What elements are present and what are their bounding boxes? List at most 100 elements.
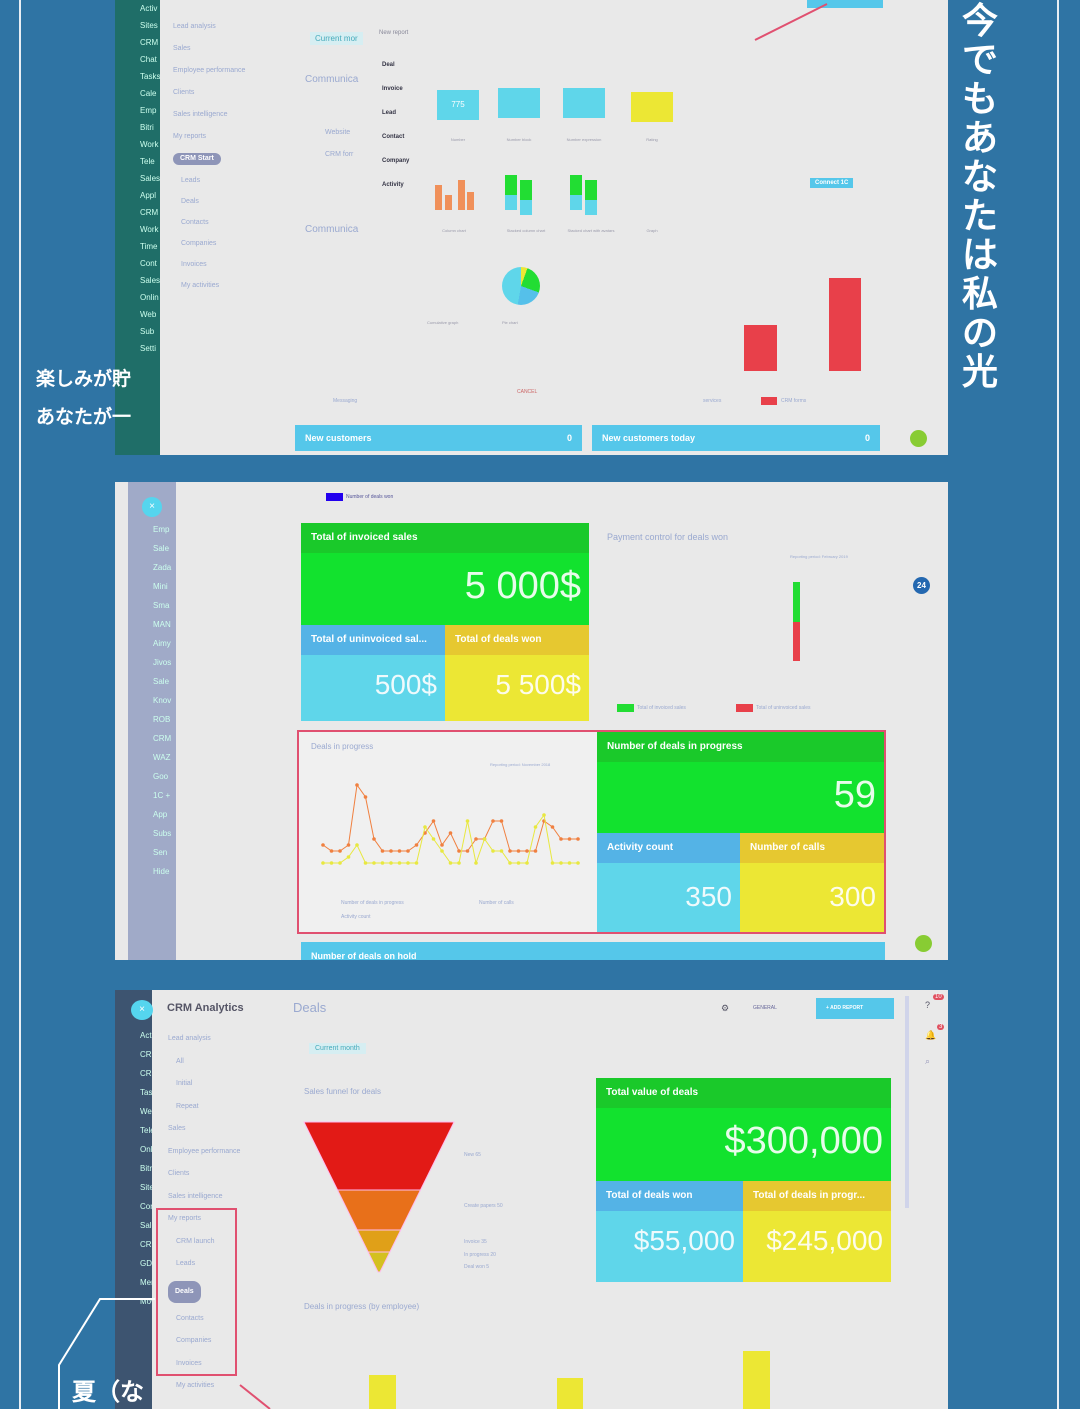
sidebar-item[interactable]: 1C +: [153, 791, 171, 800]
nav-item-active[interactable]: CRM Start: [173, 148, 245, 170]
nav-item[interactable]: Deals: [168, 1280, 201, 1303]
sidebar-item[interactable]: Bitri: [140, 123, 154, 132]
sidebar-item[interactable]: MAN: [153, 620, 171, 629]
entity-item[interactable]: Invoice: [382, 86, 403, 92]
sidebar-item[interactable]: Goo: [153, 772, 169, 781]
nav-subitem[interactable]: Companies: [181, 240, 217, 247]
sidebar-item[interactable]: CRM: [140, 208, 159, 217]
sidebar-item[interactable]: Emp: [153, 525, 170, 534]
nav-item[interactable]: Sales: [168, 1125, 186, 1132]
sidebar-item[interactable]: Cont: [140, 259, 157, 268]
sidebar-item[interactable]: Sub: [140, 327, 155, 336]
bell-icon[interactable]: 🔔: [925, 1030, 937, 1040]
sidebar-item[interactable]: CRM: [153, 734, 172, 743]
sidebar-item[interactable]: Mini: [153, 582, 168, 591]
nav-item[interactable]: Sales: [173, 45, 191, 52]
nav-subitem[interactable]: Deals: [181, 198, 199, 205]
sidebar-item[interactable]: Sites: [140, 1183, 152, 1192]
new-customers-tile[interactable]: New customers 0: [295, 425, 582, 451]
entity-item[interactable]: Company: [382, 158, 410, 164]
sidebar-item[interactable]: Mov: [140, 1297, 152, 1306]
sidebar-item[interactable]: Hide: [153, 867, 170, 876]
sidebar-item[interactable]: Work: [140, 225, 159, 234]
uninvoiced-sales-tile[interactable]: Total of uninvoiced sal... 500$: [301, 625, 445, 721]
nav-item[interactable]: Repeat: [176, 1102, 199, 1110]
invoiced-sales-tile[interactable]: Total of invoiced sales 5 000$: [301, 523, 589, 625]
sidebar-item[interactable]: Sale: [153, 677, 170, 686]
nav-item[interactable]: Employee performance: [173, 67, 246, 74]
sidebar-item[interactable]: Tasks: [140, 72, 160, 81]
sidebar-item[interactable]: Web: [140, 1107, 152, 1116]
total-value-tile[interactable]: Total value of deals $300,000: [596, 1078, 891, 1181]
nav-subitem[interactable]: My activities: [181, 282, 220, 289]
general-dropdown[interactable]: GENERAL: [753, 1005, 777, 1011]
nav-item[interactable]: My reports: [168, 1215, 202, 1222]
nav-subitem[interactable]: Contacts: [181, 219, 209, 226]
sidebar-item[interactable]: Sale: [153, 544, 170, 553]
nav-item[interactable]: CRM launch: [176, 1237, 215, 1245]
sidebar-item[interactable]: Mer: [140, 1278, 152, 1287]
help-icon[interactable]: ?: [925, 1000, 931, 1010]
sidebar-item[interactable]: Jivos: [153, 658, 172, 667]
nav-subitem[interactable]: Leads: [181, 177, 201, 184]
sidebar-item[interactable]: Sma: [153, 601, 170, 610]
sidebar-item[interactable]: Aimy: [153, 639, 171, 648]
nav-item[interactable]: Employee performance: [168, 1147, 241, 1155]
deals-in-progress-tile[interactable]: Number of deals in progress 59: [597, 732, 884, 833]
filter-chip[interactable]: Current mor: [310, 32, 363, 45]
deals-won-tile[interactable]: Total of deals won 5 500$: [445, 625, 589, 721]
sidebar-item[interactable]: Sale: [140, 1221, 152, 1230]
sidebar-item[interactable]: Cale: [140, 89, 157, 98]
nav-item[interactable]: Clients: [168, 1170, 190, 1177]
nav-item[interactable]: Contacts: [176, 1314, 204, 1322]
nav-item[interactable]: Clients: [173, 89, 195, 96]
sidebar-item[interactable]: Chat: [140, 55, 157, 64]
sidebar-item[interactable]: App: [153, 810, 168, 819]
sidebar-item[interactable]: Onlin: [140, 293, 159, 302]
deals-in-progress-tile[interactable]: Total of deals in progr... $245,000: [743, 1181, 891, 1282]
nav-item[interactable]: Leads: [176, 1260, 196, 1267]
sidebar-item[interactable]: Sales: [140, 276, 160, 285]
activity-count-tile[interactable]: Activity count 350: [597, 833, 740, 932]
new-customers-today-tile[interactable]: New customers today 0: [592, 425, 880, 451]
sidebar-item[interactable]: ROB: [153, 715, 171, 724]
sidebar-item[interactable]: Zada: [153, 563, 172, 572]
add-report-button[interactable]: + ADD REPORT: [816, 998, 894, 1019]
sidebar-item[interactable]: Emp: [140, 106, 157, 115]
connect-1c-button[interactable]: Connect 1C: [810, 178, 854, 188]
sidebar-item[interactable]: GDP: [140, 1259, 152, 1268]
widget-thumbnail[interactable]: [563, 88, 605, 118]
nav-item[interactable]: All: [176, 1057, 184, 1065]
phone-icon[interactable]: [910, 430, 927, 447]
sidebar-item[interactable]: Knov: [153, 696, 172, 705]
sidebar-item[interactable]: CRM: [140, 1050, 152, 1059]
scrollbar[interactable]: [905, 996, 909, 1208]
deals-won-tile[interactable]: Total of deals won $55,000: [596, 1181, 743, 1282]
bitrix24-icon[interactable]: 24: [913, 577, 930, 594]
sidebar-item[interactable]: Task: [140, 1088, 152, 1097]
sidebar-item[interactable]: Time: [140, 242, 158, 251]
close-button[interactable]: ×: [131, 1000, 153, 1020]
entity-item[interactable]: Activity: [382, 182, 404, 188]
sidebar-item[interactable]: WAZ: [153, 753, 171, 762]
search-icon[interactable]: ⌕: [925, 1056, 931, 1066]
nav-item[interactable]: Initial: [176, 1080, 193, 1087]
sidebar-item[interactable]: CRM: [140, 38, 159, 47]
add-report-button[interactable]: [807, 0, 883, 8]
widget-thumbnail[interactable]: 775: [437, 90, 479, 120]
sidebar-item[interactable]: Sales: [140, 174, 160, 183]
sidebar-item[interactable]: Bitri: [140, 1164, 152, 1173]
widget-thumbnail[interactable]: [631, 92, 673, 122]
nav-item[interactable]: My activities: [176, 1382, 215, 1389]
nav-item[interactable]: Lead analysis: [168, 1035, 211, 1042]
sidebar-item[interactable]: CRM: [140, 1069, 152, 1078]
sidebar-item[interactable]: Setti: [140, 344, 157, 353]
entity-item[interactable]: Deal: [382, 62, 395, 68]
widget-thumbnail[interactable]: [498, 88, 540, 118]
nav-item[interactable]: Lead analysis: [173, 23, 216, 30]
cancel-link[interactable]: CANCEL: [517, 389, 538, 395]
phone-icon[interactable]: [915, 935, 932, 952]
nav-item[interactable]: Sales intelligence: [173, 111, 228, 118]
sidebar-item[interactable]: Activ: [140, 1031, 152, 1040]
crm-form-link[interactable]: CRM forr: [325, 151, 354, 158]
